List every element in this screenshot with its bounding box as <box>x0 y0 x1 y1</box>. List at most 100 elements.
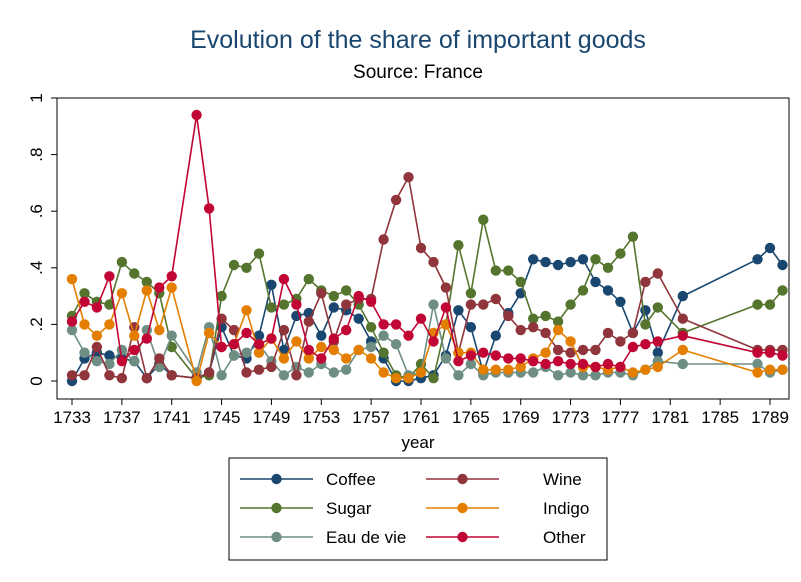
data-point-indigo <box>777 364 788 375</box>
data-point-other <box>154 282 165 293</box>
data-point-coffee <box>528 254 539 265</box>
data-point-coffee <box>104 350 115 361</box>
data-point-sugar <box>752 299 763 310</box>
legend-item-indigo: Indigo <box>426 499 589 518</box>
data-point-wine <box>465 299 477 310</box>
data-point-eau-de-vie <box>303 367 314 378</box>
data-point-other <box>141 333 152 344</box>
data-point-other <box>615 361 626 373</box>
data-point-indigo <box>316 341 327 353</box>
data-point-other <box>390 319 402 330</box>
chart-subtitle: Source: France <box>353 62 483 83</box>
data-point-wine <box>66 370 78 381</box>
data-point-coffee <box>266 279 277 290</box>
data-point-coffee <box>552 259 564 271</box>
data-point-indigo <box>540 347 551 358</box>
data-point-other <box>66 316 78 327</box>
data-point-sugar <box>552 316 564 327</box>
data-point-other <box>478 347 489 358</box>
data-point-sugar <box>216 290 227 302</box>
data-point-eau-de-vie <box>390 339 402 350</box>
data-point-indigo <box>752 367 763 378</box>
data-point-coffee <box>490 330 501 341</box>
data-point-sugar <box>341 285 352 296</box>
data-point-coffee <box>602 285 614 296</box>
data-point-sugar <box>478 214 489 225</box>
data-point-other <box>440 302 452 313</box>
series-other <box>66 109 788 373</box>
data-point-sugar <box>253 248 265 259</box>
legend-label: Coffee <box>326 470 376 489</box>
data-point-sugar <box>116 256 128 268</box>
data-point-other <box>253 339 265 350</box>
data-point-eau-de-vie <box>104 358 115 370</box>
data-point-other <box>590 361 601 373</box>
legend-label: Sugar <box>326 499 372 518</box>
legend-item-coffee: Coffee <box>240 470 376 489</box>
data-point-indigo <box>104 319 115 330</box>
data-point-sugar <box>540 310 551 322</box>
data-point-sugar <box>777 285 788 296</box>
x-tick-label: 1745 <box>203 408 241 427</box>
data-point-sugar <box>528 313 539 324</box>
data-point-sugar <box>515 276 526 288</box>
data-point-other <box>341 324 352 336</box>
data-point-sugar <box>428 373 439 384</box>
data-point-eau-de-vie <box>166 330 177 341</box>
data-point-eau-de-vie <box>341 364 352 375</box>
data-point-indigo <box>341 353 352 364</box>
data-point-other <box>353 290 364 302</box>
data-point-coffee <box>752 254 763 265</box>
data-point-indigo <box>403 373 414 384</box>
data-point-indigo <box>378 367 389 378</box>
data-point-other <box>677 330 688 341</box>
data-point-indigo <box>241 305 252 316</box>
data-point-coffee <box>316 330 327 341</box>
legend-swatch-marker <box>457 531 468 543</box>
x-tick-label: 1749 <box>253 408 291 427</box>
data-point-eau-de-vie <box>116 344 128 356</box>
data-point-indigo <box>652 361 663 373</box>
legend-label: Other <box>543 528 586 547</box>
y-axis: 0 .2 .4 .6 .8 1 <box>27 93 58 399</box>
data-point-sugar <box>652 302 663 313</box>
x-tick-label: 1765 <box>452 408 490 427</box>
legend-swatch-marker <box>271 531 282 543</box>
data-point-wine <box>79 370 90 381</box>
data-point-sugar <box>303 273 314 285</box>
data-point-indigo <box>116 288 128 299</box>
data-point-wine <box>415 242 427 254</box>
data-point-other <box>428 336 439 347</box>
data-point-eau-de-vie <box>440 353 452 364</box>
data-point-wine <box>590 344 601 356</box>
data-point-wine <box>228 324 240 336</box>
data-point-sugar <box>104 299 115 310</box>
data-point-wine <box>341 299 352 310</box>
x-tick-label: 1737 <box>103 408 141 427</box>
legend-swatch-marker <box>271 502 282 514</box>
data-point-other <box>465 350 477 361</box>
data-point-indigo <box>91 330 103 341</box>
data-point-eau-de-vie <box>66 324 78 336</box>
data-point-other <box>627 341 639 353</box>
legend-box <box>228 457 608 561</box>
legend-label: Indigo <box>543 499 589 518</box>
data-point-eau-de-vie <box>752 358 763 370</box>
data-point-other <box>365 296 377 307</box>
data-point-coffee <box>590 276 601 288</box>
data-point-eau-de-vie <box>565 367 576 378</box>
data-point-wine <box>478 299 489 310</box>
data-point-other <box>79 296 90 307</box>
data-point-sugar <box>141 276 152 288</box>
data-point-other <box>552 356 564 367</box>
data-point-wine <box>640 276 651 288</box>
data-point-sugar <box>465 288 477 299</box>
data-point-other <box>241 327 252 339</box>
data-point-other <box>515 353 526 364</box>
data-point-wine <box>515 324 526 336</box>
data-point-indigo <box>79 319 90 330</box>
data-point-eau-de-vie <box>365 341 377 353</box>
data-point-indigo <box>166 282 177 293</box>
data-point-wine <box>503 310 514 322</box>
data-point-other <box>540 358 551 370</box>
